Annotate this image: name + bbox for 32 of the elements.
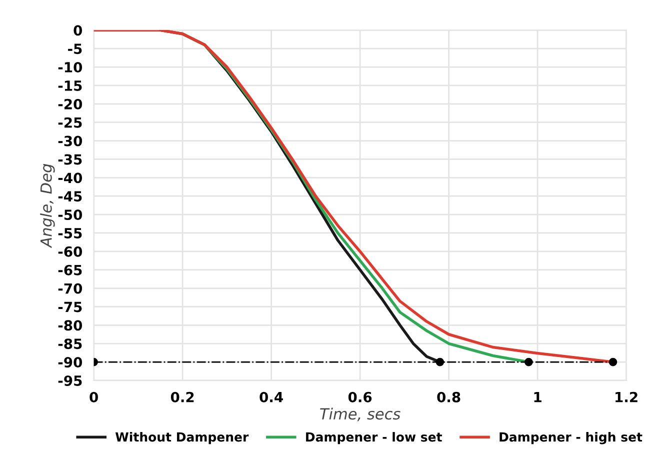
y-tick-label: -30 [58,136,82,146]
y-tick-label: -80 [58,320,82,331]
y-tick-label: -95 [58,375,82,386]
x-tick-label: 0.2 [170,392,194,402]
x-tick-label: 0.6 [348,392,372,402]
y-tick-label: -85 [58,338,82,350]
y-tick-label: -10 [58,62,82,73]
y-tick-label: -25 [58,117,82,128]
y-axis-title: Angle, Deg [40,164,55,248]
y-tick-label: -45 [58,191,82,202]
y-tick-label: -65 [58,264,82,276]
x-axis-title: Time, secs [320,408,400,422]
y-tick-label: 0 [74,25,82,36]
x-tick-label: 0.4 [260,392,283,402]
legend-label: Without Dampener [115,432,249,444]
y-tick-label: -20 [58,98,82,110]
x-tick-label: 0 [90,392,98,402]
y-tick-label: -40 [58,172,82,184]
y-tick-label: -35 [58,154,82,165]
x-tick-label: 1.2 [616,392,638,402]
y-tick-label: -75 [58,302,82,312]
y-tick-label: -90 [58,357,82,368]
y-tick-label: -55 [58,228,82,238]
legend-label: Dampener - low set [306,432,442,444]
y-tick-label: -5 [68,44,82,54]
y-tick-label: -50 [58,210,82,220]
legend-label: Dampener - high set [500,432,642,444]
y-tick-label: -70 [58,283,82,294]
x-tick-label: 0.8 [437,392,460,402]
y-tick-label: -15 [58,80,82,91]
x-tick-label: 1 [534,392,542,402]
y-tick-label: -60 [58,246,82,257]
